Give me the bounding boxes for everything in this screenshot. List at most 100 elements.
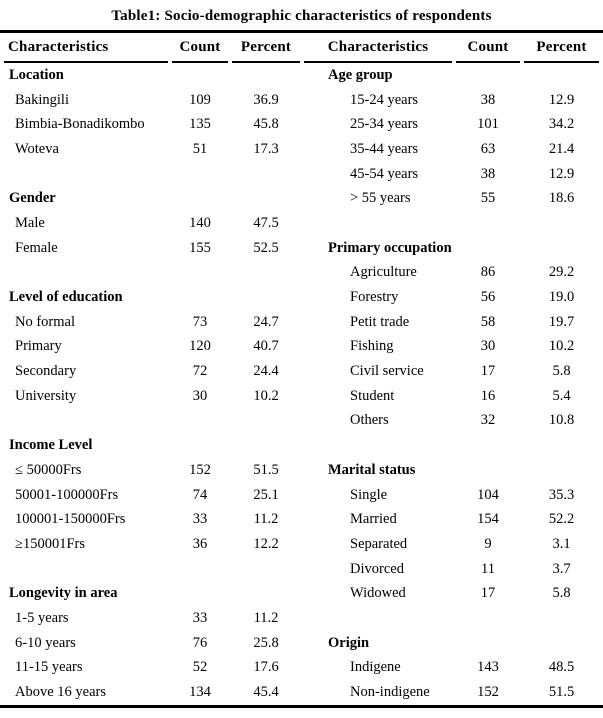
percent-cell (524, 211, 599, 236)
characteristic-cell: Single (350, 486, 388, 503)
count-cell: 74 (192, 486, 208, 503)
table-row: Gender > 55 years 55 18.6 (4, 186, 599, 211)
characteristic-cell: 45-54 years (350, 165, 419, 182)
percent-cell: 19.7 (548, 313, 575, 330)
count-cell: 104 (477, 486, 499, 503)
count-cell: 134 (189, 684, 211, 701)
characteristic-cell: 1-5 years (15, 609, 69, 626)
percent-cell (232, 557, 300, 582)
count-cell: 120 (189, 338, 211, 355)
characteristic-cell: Fishing (350, 338, 394, 355)
characteristic-cell: Primary (15, 338, 62, 355)
percent-cell: 3.1 (552, 535, 571, 552)
count-cell (456, 63, 520, 88)
percent-cell: 29.2 (548, 264, 575, 281)
percent-cell: 47.5 (253, 214, 279, 231)
col-header-count-left: Count (172, 33, 228, 63)
count-cell: 135 (189, 116, 211, 133)
count-cell: 154 (477, 511, 499, 528)
count-cell: 76 (192, 634, 208, 651)
characteristic-cell: Female (15, 239, 58, 256)
table-row: 1-5 years 33 11.2 (4, 606, 599, 631)
count-cell (456, 236, 520, 261)
percent-cell: 12.9 (548, 165, 575, 182)
count-cell: 55 (480, 190, 496, 207)
count-cell: 73 (192, 313, 208, 330)
col-header-percent-left: Percent (232, 33, 300, 63)
col-header-characteristics-right: Characteristics (304, 33, 452, 63)
percent-cell: 11.2 (253, 609, 279, 626)
count-cell (456, 606, 520, 631)
table-row: Female 155 52.5 Primary occupation (4, 236, 599, 261)
count-cell (456, 458, 520, 483)
characteristic-cell: Above 16 years (15, 684, 107, 701)
characteristic-cell: 11-15 years (15, 659, 83, 676)
count-cell: 143 (477, 659, 499, 676)
characteristic-cell: Student (350, 387, 395, 404)
percent-cell: 3.7 (552, 560, 571, 577)
characteristic-cell: Secondary (15, 363, 77, 380)
table-row: Bakingili 109 36.9 15-24 years 38 12.9 (4, 88, 599, 113)
percent-cell: 48.5 (548, 659, 575, 676)
percent-cell: 45.8 (253, 116, 279, 133)
characteristic-cell: 6-10 years (15, 634, 76, 651)
percent-cell (232, 409, 300, 434)
count-cell: 17 (480, 363, 496, 380)
table-row: Primary 120 40.7 Fishing 30 10.2 (4, 335, 599, 360)
count-cell: 52 (192, 659, 208, 676)
count-cell: 38 (480, 165, 496, 182)
count-cell (172, 63, 228, 88)
percent-cell: 10.8 (548, 412, 575, 429)
characteristic-cell: Male (15, 214, 45, 231)
percent-cell (524, 236, 599, 261)
characteristic-cell: Longevity in area (9, 585, 118, 602)
table-row: Others 32 10.8 (4, 409, 599, 434)
characteristic-cell: Divorced (350, 560, 404, 577)
characteristic-cell: Gender (9, 190, 56, 207)
characteristic-cell: Marital status (328, 461, 416, 478)
percent-cell: 12.9 (548, 91, 575, 108)
characteristic-cell: Income Level (9, 437, 93, 454)
count-cell: 58 (480, 313, 496, 330)
table-row: 6-10 years 76 25.8 Origin (4, 631, 599, 656)
percent-cell: 19.0 (548, 289, 575, 306)
percent-cell: 24.7 (253, 313, 279, 330)
percent-cell: 17.3 (253, 140, 279, 157)
table-row: Male 140 47.5 (4, 211, 599, 236)
percent-cell: 21.4 (548, 140, 575, 157)
table-row: Divorced 11 3.7 (4, 557, 599, 582)
table-row: ≤ 50000Frs 152 51.5 Marital status (4, 458, 599, 483)
count-cell: 30 (192, 387, 208, 404)
table-row: Longevity in area Widowed 17 5.8 (4, 581, 599, 606)
percent-cell: 51.5 (253, 461, 279, 478)
characteristic-cell (4, 409, 168, 434)
percent-cell (232, 433, 300, 458)
characteristic-cell: 15-24 years (350, 91, 419, 108)
characteristic-cell: ≤ 50000Frs (15, 461, 82, 478)
table-row: Bimbia-Bonadikombo 135 45.8 25-34 years 101 3… (4, 112, 599, 137)
count-cell: 9 (484, 535, 492, 552)
percent-cell: 36.9 (253, 91, 279, 108)
characteristic-cell: Bimbia-Bonadikombo (15, 116, 145, 133)
count-cell (456, 433, 520, 458)
percent-cell: 25.8 (253, 634, 279, 651)
table-row: Income Level (4, 433, 599, 458)
percent-cell: 24.4 (253, 363, 279, 380)
characteristic-cell: Primary occupation (328, 239, 452, 256)
percent-cell (232, 261, 300, 286)
count-cell (456, 211, 520, 236)
characteristic-cell: University (15, 387, 77, 404)
percent-cell (232, 63, 300, 88)
characteristic-cell: Location (9, 66, 64, 83)
count-cell: 16 (480, 387, 496, 404)
count-cell: 30 (480, 338, 496, 355)
percent-cell: 52.2 (548, 511, 575, 528)
percent-cell: 5.8 (552, 585, 571, 602)
count-cell: 155 (189, 239, 211, 256)
count-cell: 63 (480, 140, 496, 157)
characteristic-cell: 100001-150000Frs (15, 511, 126, 528)
count-cell: 51 (192, 140, 208, 157)
characteristic-cell: Forestry (350, 289, 399, 306)
characteristic-cell (4, 162, 168, 187)
characteristic-cell: 35-44 years (350, 140, 419, 157)
